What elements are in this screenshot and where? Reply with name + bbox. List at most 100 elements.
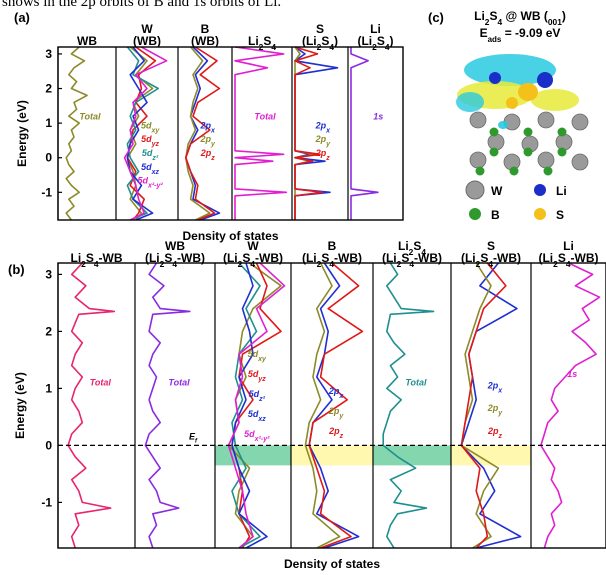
panel-a-subplot-1-annotation-4: 5dx²-y² xyxy=(137,176,163,190)
panel-b-fermi-label: Ef xyxy=(189,431,198,444)
panel-c-energy: Eads = -9.09 eV xyxy=(480,26,561,44)
panel-a-frame xyxy=(57,46,404,221)
panel-a-ytick-label-4: -1 xyxy=(41,185,52,199)
boron-atom-5 xyxy=(557,147,567,157)
panel-a-subplot-0-title: WB xyxy=(77,34,97,48)
panel-b-subplot-3-annotation-2: 2pz xyxy=(328,426,344,440)
panel-b-subplot-3-series-2p-x xyxy=(308,262,360,549)
panel-a-ytick-label-3: 0 xyxy=(45,151,52,165)
legend-marker-b xyxy=(469,208,481,220)
panel-c-title: Li2S4 @ WB (001) xyxy=(474,9,566,27)
panel-a-subplot-4-subtitle: (Li2S4) xyxy=(302,34,338,52)
panel-b-subplot-5-subtitle: (Li2S4-WB) xyxy=(461,251,521,269)
panel-b-subplot-1-subtitle: (Li2S4-WB) xyxy=(145,251,205,269)
panel-b-subplot-2-annotation-2: 5dz² xyxy=(249,389,266,403)
boron-atom-4 xyxy=(523,147,533,157)
panel-b-xlabel: Density of states xyxy=(284,557,380,571)
panel-b-fermi-shade-4 xyxy=(373,445,451,466)
panel-b-subplot-2-series-5d-xz xyxy=(231,262,268,549)
boron-atom-2 xyxy=(557,127,567,137)
legend-label-li: Li xyxy=(556,184,567,198)
panel-a-subplot-2-annotation-0: 2px xyxy=(199,120,216,134)
tungsten-atom-2-0 xyxy=(469,151,487,169)
panel-a-subplot-3-series-total xyxy=(234,46,288,220)
cyan-density-blob-left xyxy=(456,92,484,112)
panel-b-subplot-2-annotation-1: 5dyz xyxy=(248,369,266,383)
panel-b-subplot-2-series-5d-x2-y2 xyxy=(227,262,286,549)
panel-a-ytick-label-2: 1 xyxy=(45,116,52,130)
panel-a-subplot-1-annotation-1: 5dyz xyxy=(141,134,159,148)
panel-c-label: (c) xyxy=(428,10,444,25)
panel-b-subplot-2-subtitle: (Li2S4-WB) xyxy=(223,251,283,269)
panel-a-subplot-1-series-5d-x2-y2 xyxy=(123,46,168,221)
tungsten-atom-0-3 xyxy=(571,113,589,131)
panel-b-subplot-6-title: Li xyxy=(563,239,574,253)
panel-b-subplot-4-annotation-0: Total xyxy=(405,378,427,388)
boron-atom-8 xyxy=(543,166,553,176)
panel-b-ytick-label-2: 1 xyxy=(45,381,52,395)
panel-b-ytick-label-3: 0 xyxy=(45,438,52,452)
boron-atom-1 xyxy=(523,127,533,137)
panel-a-subplot-1-series-5d-xz xyxy=(126,46,154,221)
lithium-atom-1 xyxy=(537,72,553,88)
sulfur-atom-1 xyxy=(518,83,538,101)
panel-b-subplot-5-series-2p-y xyxy=(460,262,500,549)
panel-a-subplot-5-subtitle: (Li2S4) xyxy=(357,34,393,52)
panel-b-ytick-label-0: 3 xyxy=(45,267,52,281)
panel-b-ylabel: Energy (eV) xyxy=(13,372,27,439)
panel-a-subplot-3-annotation-0: Total xyxy=(254,112,276,122)
panel-b-subplot-5-title: S xyxy=(487,239,495,253)
legend-label-w: W xyxy=(491,184,503,198)
panel-a-subplot-1-annotation-0: 5dxy xyxy=(141,120,160,134)
panel-a-ytick-label-1: 2 xyxy=(45,82,52,96)
panel-a-subplot-5-series-1s xyxy=(350,47,379,220)
panel-b-subplot-2-annotation-3: 5dxz xyxy=(248,409,266,423)
tungsten-atom-2-2 xyxy=(537,151,555,169)
panel-b-subplot-1-series-total xyxy=(144,262,191,549)
panel-a-ytick-label-0: 3 xyxy=(45,47,52,61)
panel-a-subplot-2-series-2p-x xyxy=(185,46,221,221)
cyan-density-blob xyxy=(464,54,556,86)
panel-a-subplot-1-annotation-2: 5dz² xyxy=(142,148,159,162)
legend-label-s: S xyxy=(556,208,564,222)
panel-b-ytick-label-4: -1 xyxy=(41,495,52,509)
panel-b-subplot-4-series-total xyxy=(382,262,435,549)
panel-a-xlabel: Density of states xyxy=(182,229,278,243)
boron-atom-7 xyxy=(509,166,519,176)
cyan-density-small xyxy=(498,121,508,129)
legend-marker-w xyxy=(465,180,485,200)
panel-a-subplot-4-series-2p-z xyxy=(294,46,324,220)
panel-a-subplot-1-title: W xyxy=(141,22,153,36)
panel-b-subplot-0-annotation-0: Total xyxy=(90,378,112,388)
panel-b-subplot-5-annotation-1: 2py xyxy=(487,403,504,417)
sulfur-atom-2 xyxy=(506,97,518,109)
panel-a-subplot-5-annotation-0: 1s xyxy=(373,112,383,122)
caption-label: shows in the 2p orbits of B and 1s orbit… xyxy=(2,0,282,10)
legend-marker-li xyxy=(534,184,546,196)
panel-b-subplot-5-annotation-0: 2px xyxy=(487,380,504,394)
panel-b-subplot-6-subtitle: (Li2S4-WB) xyxy=(538,251,598,269)
panel-b-subplot-2-series-5d-yz xyxy=(231,262,282,549)
tungsten-atom-0-2 xyxy=(537,111,555,129)
panel-b-subplot-1-title: WB xyxy=(165,239,185,253)
panel-a-subplot-2-annotation-2: 2pz xyxy=(200,148,216,162)
panel-b-subplot-3-series-2p-z xyxy=(308,262,364,549)
panel-a-subplot-0-series-total xyxy=(65,46,88,221)
panel-b-subplot-5-series-2p-z xyxy=(460,262,507,549)
panel-b-frame xyxy=(57,262,606,549)
panel-b-subplot-6-annotation-0: 1s xyxy=(567,369,577,379)
legend-marker-s xyxy=(534,208,546,220)
panel-b-subplot-3-subtitle: (Li2S4-WB) xyxy=(302,251,362,269)
panel-a-subplot-4-annotation-0: 2px xyxy=(315,120,332,134)
caption-text: shows in the 2p orbits of B and 1s orbit… xyxy=(0,0,606,14)
boron-atom-0 xyxy=(489,127,499,137)
tungsten-atom-1-0 xyxy=(487,133,505,151)
panel-a-subplot-4-annotation-1: 2py xyxy=(315,134,332,148)
panel-a-subplot-2-title: B xyxy=(201,22,210,36)
panel-b-subplot-5-annotation-2: 2pz xyxy=(487,426,503,440)
panel-a-ylabel: Energy (eV) xyxy=(15,100,29,167)
tungsten-atom-1-2 xyxy=(555,133,573,151)
panel-b-ytick-label-1: 2 xyxy=(45,324,52,338)
panel-b-subplot-3-title: B xyxy=(328,239,337,253)
